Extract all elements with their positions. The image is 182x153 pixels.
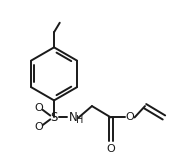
Text: S: S xyxy=(50,111,58,124)
Text: O: O xyxy=(35,122,43,132)
Text: O: O xyxy=(35,103,43,113)
Text: O: O xyxy=(125,112,134,122)
Text: O: O xyxy=(106,144,115,153)
Text: H: H xyxy=(76,115,83,125)
Text: N: N xyxy=(69,111,77,124)
